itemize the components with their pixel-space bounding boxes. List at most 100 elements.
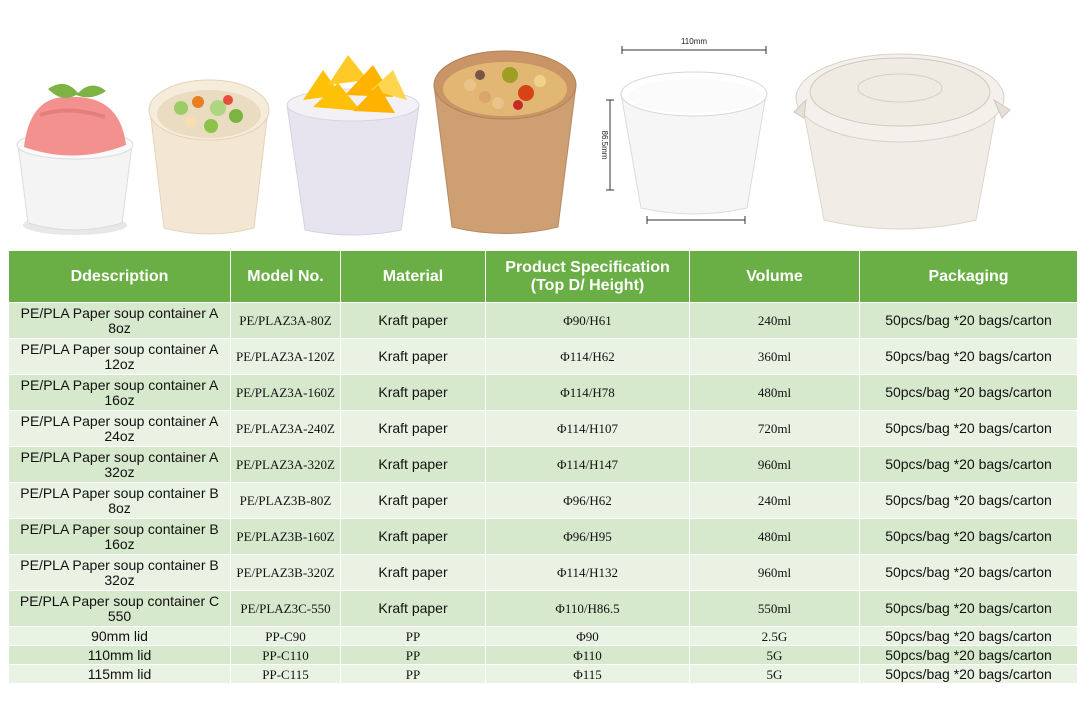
header-material: Material	[340, 250, 486, 303]
cell-packaging: 50pcs/bag *20 bags/carton	[859, 446, 1078, 483]
cell-packaging: 50pcs/bag *20 bags/carton	[859, 590, 1078, 627]
cell-spec: Φ114/H147	[485, 446, 690, 483]
cell-volume: 2.5G	[689, 626, 860, 646]
cell-packaging: 50pcs/bag *20 bags/carton	[859, 482, 1078, 519]
cell-spec: Φ96/H95	[485, 518, 690, 555]
cell-material: Kraft paper	[340, 446, 486, 483]
table-row: PE/PLA Paper soup container B 8oz PE/PLAZ…	[8, 482, 1078, 519]
cell-model: PE/PLAZ3B-160Z	[230, 518, 341, 555]
cell-material: Kraft paper	[340, 554, 486, 591]
height-dimension-label: 86.5mm	[600, 131, 609, 160]
header-spec-line2: (Top D/ Height)	[530, 276, 645, 294]
cell-spec: Φ90/H61	[485, 302, 690, 339]
table-row: PE/PLA Paper soup container C 550 PE/PLAZ…	[8, 590, 1078, 627]
cell-model: PE/PLAZ3A-160Z	[230, 374, 341, 411]
cell-spec: Φ115	[485, 664, 690, 684]
cell-model: PP-C110	[230, 645, 341, 665]
table-row: PE/PLA Paper soup container A 16oz PE/PLA…	[8, 374, 1078, 411]
cell-description: PE/PLA Paper soup container B 32oz	[8, 554, 231, 591]
cell-description: PE/PLA Paper soup container A 24oz	[8, 410, 231, 447]
cell-description: PE/PLA Paper soup container B 16oz	[8, 518, 231, 555]
cell-spec: Φ114/H107	[485, 410, 690, 447]
cell-model: PE/PLAZ3B-80Z	[230, 482, 341, 519]
ice-cream-cup-image	[16, 83, 134, 235]
cell-packaging: 50pcs/bag *20 bags/carton	[859, 518, 1078, 555]
cell-description: 90mm lid	[8, 626, 231, 646]
cell-spec: Φ114/H62	[485, 338, 690, 375]
cell-model: PE/PLAZ3C-550	[230, 590, 341, 627]
cell-material: Kraft paper	[340, 374, 486, 411]
vegetable-soup-cup-image	[148, 79, 270, 235]
header-description: Ddescription	[8, 250, 231, 303]
cell-model: PE/PLAZ3B-320Z	[230, 554, 341, 591]
cell-volume: 240ml	[689, 302, 860, 339]
cell-description: 110mm lid	[8, 645, 231, 665]
cell-packaging: 50pcs/bag *20 bags/carton	[859, 554, 1078, 591]
cell-volume: 720ml	[689, 410, 860, 447]
cell-description: PE/PLA Paper soup container C 550	[8, 590, 231, 627]
cell-spec: Φ110/H86.5	[485, 590, 690, 627]
cell-material: Kraft paper	[340, 338, 486, 375]
cell-packaging: 50pcs/bag *20 bags/carton	[859, 645, 1078, 665]
cell-spec: Φ110	[485, 645, 690, 665]
cell-description: PE/PLA Paper soup container A 16oz	[8, 374, 231, 411]
header-volume: Volume	[689, 250, 860, 303]
table-row: PE/PLA Paper soup container A 24oz PE/PLA…	[8, 410, 1078, 447]
cell-description: PE/PLA Paper soup container A 8oz	[8, 302, 231, 339]
cell-model: PE/PLAZ3A-320Z	[230, 446, 341, 483]
cell-material: Kraft paper	[340, 518, 486, 555]
table-row: PE/PLA Paper soup container A 12oz PE/PLA…	[8, 338, 1078, 375]
cell-volume: 480ml	[689, 374, 860, 411]
product-photos: 110mm 86.5mm	[0, 0, 1085, 248]
cell-packaging: 50pcs/bag *20 bags/carton	[859, 338, 1078, 375]
header-model: Model No.	[230, 250, 341, 303]
cell-volume: 960ml	[689, 554, 860, 591]
cell-description: PE/PLA Paper soup container A 12oz	[8, 338, 231, 375]
cell-material: Kraft paper	[340, 590, 486, 627]
cell-description: 115mm lid	[8, 664, 231, 684]
cell-model: PP-C90	[230, 626, 341, 646]
product-spec-table: Ddescription Model No. Material Product …	[8, 250, 1078, 684]
table-row: 90mm lid PP-C90 PP Φ90 2.5G 50pcs/bag *20 bag…	[8, 626, 1078, 646]
cell-volume: 550ml	[689, 590, 860, 627]
table-row: PE/PLA Paper soup container B 16oz PE/PLA…	[8, 518, 1078, 555]
mango-cup-image	[286, 55, 420, 236]
cell-volume: 5G	[689, 645, 860, 665]
cell-material: Kraft paper	[340, 410, 486, 447]
lidded-cup-image	[793, 53, 1011, 230]
cell-material: PP	[340, 645, 486, 665]
cell-packaging: 50pcs/bag *20 bags/carton	[859, 664, 1078, 684]
cell-material: Kraft paper	[340, 302, 486, 339]
cell-packaging: 50pcs/bag *20 bags/carton	[859, 374, 1078, 411]
cell-spec: Φ90	[485, 626, 690, 646]
cell-description: PE/PLA Paper soup container A 32oz	[8, 446, 231, 483]
width-dimension-label: 110mm	[681, 37, 707, 46]
cell-spec: Φ114/H78	[485, 374, 690, 411]
table-header-row: Ddescription Model No. Material Product …	[8, 250, 1078, 303]
cell-model: PE/PLAZ3A-80Z	[230, 302, 341, 339]
cell-volume: 360ml	[689, 338, 860, 375]
header-spec-line1: Product Specification	[505, 258, 670, 276]
cell-description: PE/PLA Paper soup container B 8oz	[8, 482, 231, 519]
cell-material: PP	[340, 626, 486, 646]
table-row: 110mm lid PP-C110 PP Φ110 5G 50pcs/bag *20 ba…	[8, 645, 1078, 665]
cell-packaging: 50pcs/bag *20 bags/carton	[859, 626, 1078, 646]
cell-packaging: 50pcs/bag *20 bags/carton	[859, 410, 1078, 447]
kraft-salad-cup-image	[433, 50, 577, 234]
cell-material: Kraft paper	[340, 482, 486, 519]
table-row: PE/PLA Paper soup container A 32oz PE/PLA…	[8, 446, 1078, 483]
table-row: PE/PLA Paper soup container A 8oz PE/PLAZ…	[8, 302, 1078, 339]
cell-spec: Φ96/H62	[485, 482, 690, 519]
cell-model: PP-C115	[230, 664, 341, 684]
header-packaging: Packaging	[859, 250, 1078, 303]
table-row: PE/PLA Paper soup container B 32oz PE/PLA…	[8, 554, 1078, 591]
cell-spec: Φ114/H132	[485, 554, 690, 591]
dimension-diagram: 110mm 86.5mm	[600, 37, 768, 224]
cell-volume: 480ml	[689, 518, 860, 555]
cell-volume: 960ml	[689, 446, 860, 483]
cell-model: PE/PLAZ3A-120Z	[230, 338, 341, 375]
cell-volume: 5G	[689, 664, 860, 684]
cell-packaging: 50pcs/bag *20 bags/carton	[859, 302, 1078, 339]
cell-volume: 240ml	[689, 482, 860, 519]
table-row: 115mm lid PP-C115 PP Φ115 5G 50pcs/bag *20 ba…	[8, 664, 1078, 684]
